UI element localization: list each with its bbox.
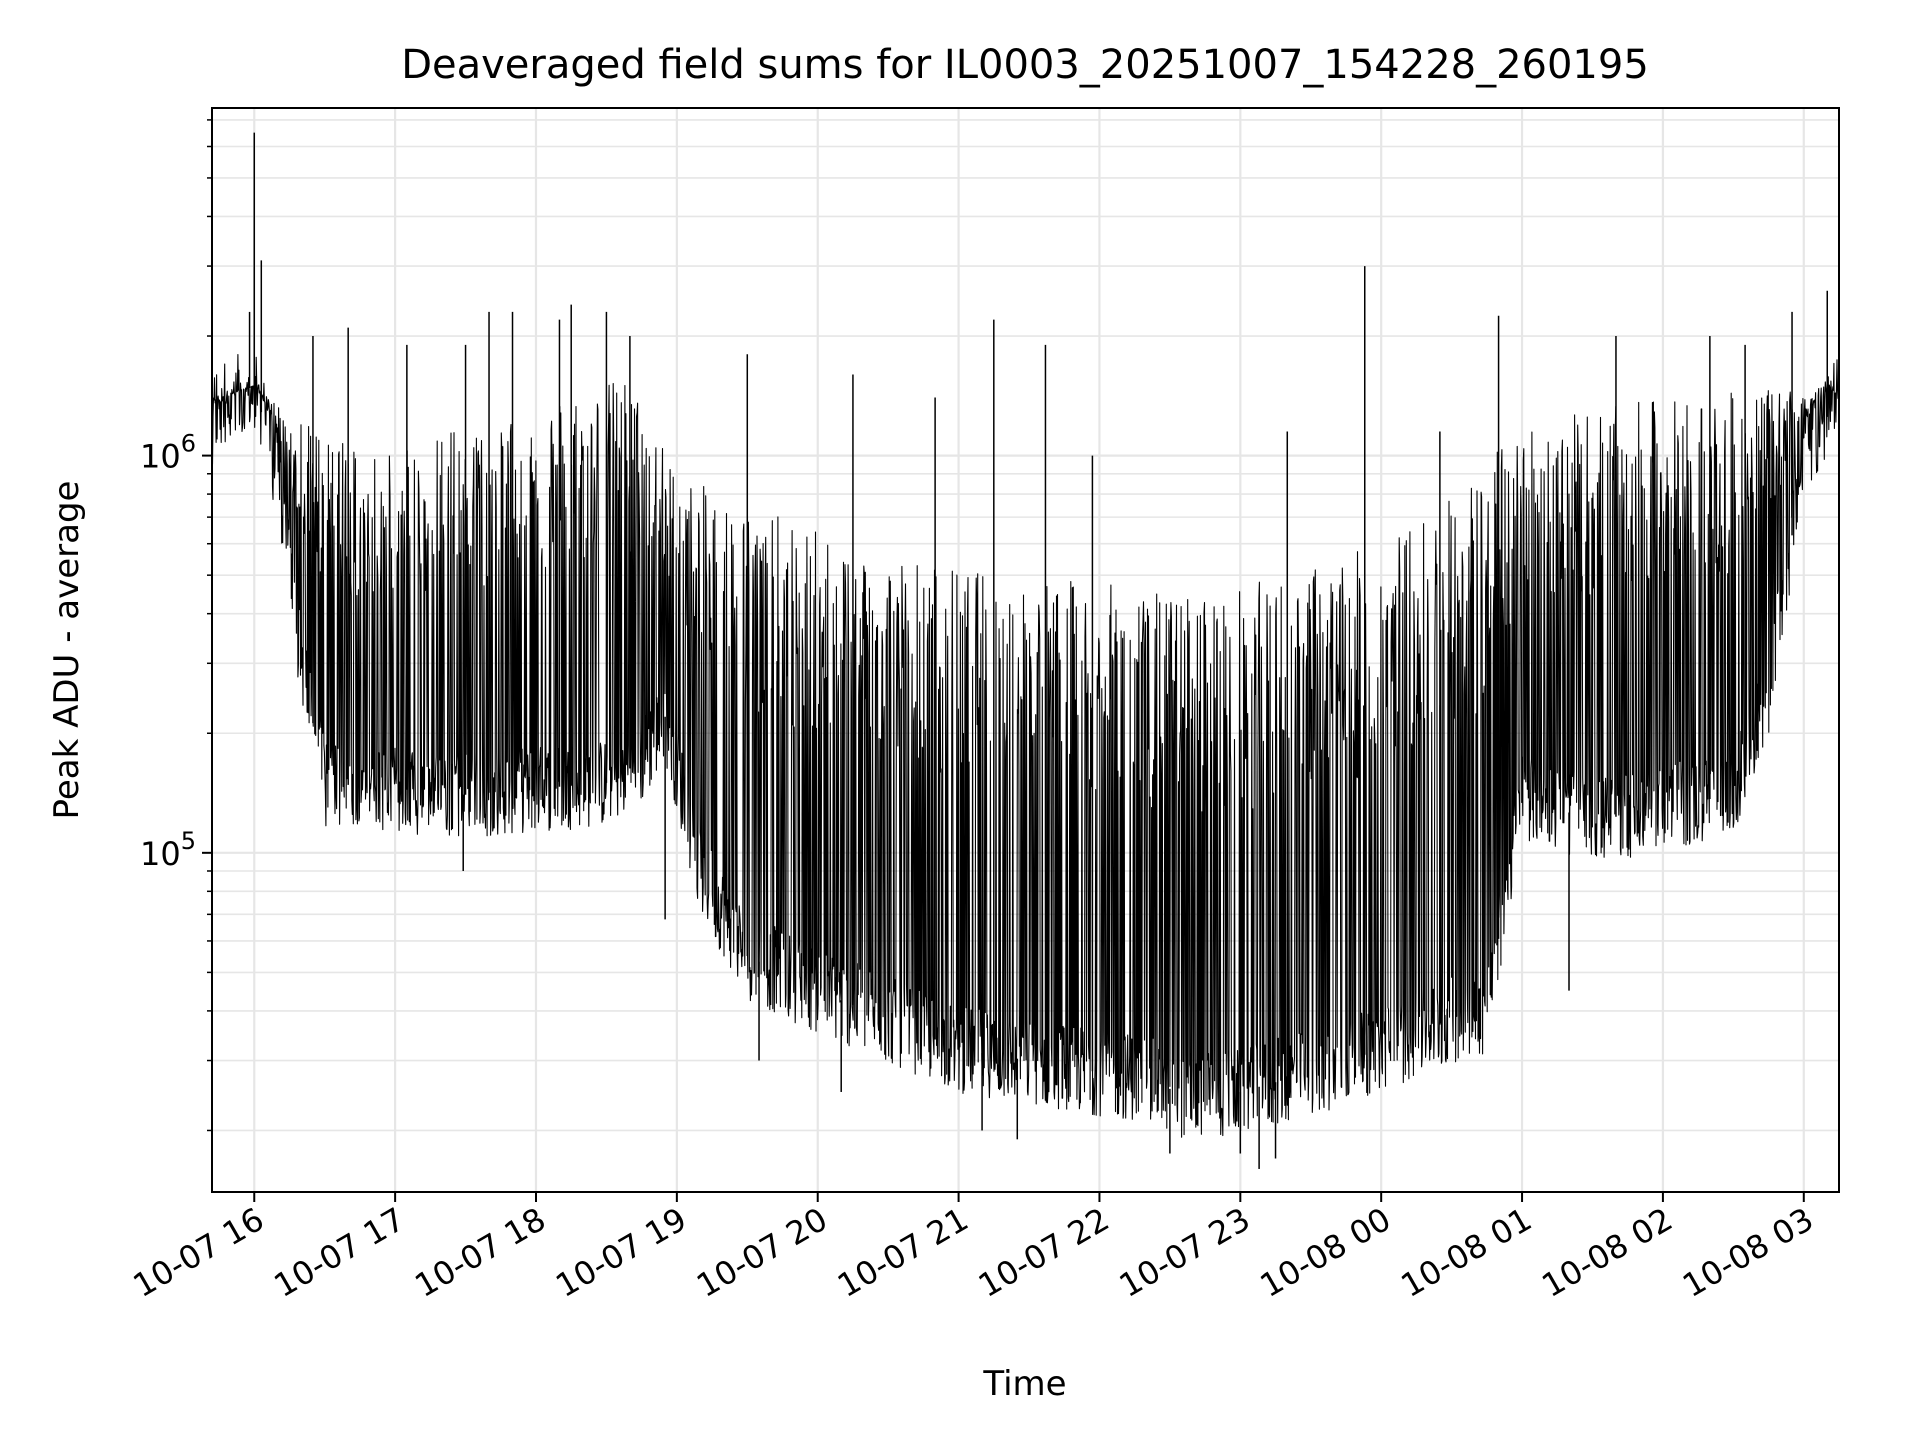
series-line	[211, 354, 1840, 1138]
y-tick-exponent: 5	[181, 827, 196, 855]
y-tick-exponent: 6	[181, 430, 196, 458]
y-tick-label: 105	[140, 827, 196, 873]
y-tick-base: 10	[140, 835, 181, 873]
x-axis-label: Time	[982, 1364, 1066, 1404]
data-layer	[211, 132, 1840, 1169]
plot-frame	[211, 107, 1840, 1193]
y-axis-label: Peak ADU - average	[47, 481, 87, 820]
chart-title: Deaveraged field sums for IL0003_2025100…	[401, 42, 1649, 88]
y-tick-base: 10	[140, 438, 181, 476]
y-tick-label: 106	[140, 430, 196, 476]
